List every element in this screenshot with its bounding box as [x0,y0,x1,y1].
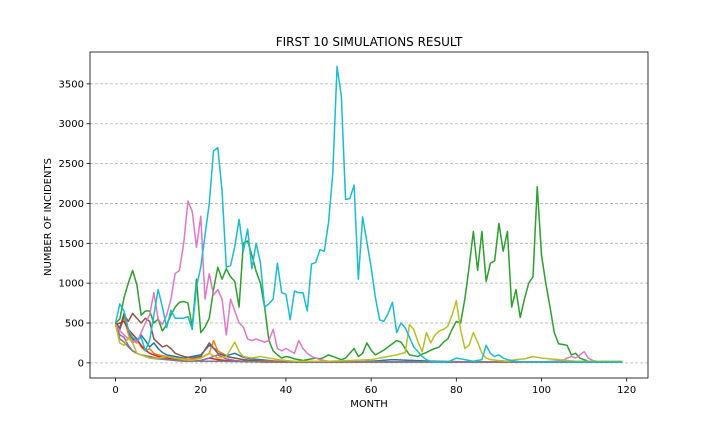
plot-area-frame [89,51,649,379]
y-axis-ticks: 0 500 1000 1500 2000 2500 3000 3500 [59,79,90,369]
y-axis-label: NUMBER OF INCIDENTS [43,158,54,276]
x-tick-label: 80 [450,385,463,396]
series-lines [114,65,623,363]
y-tick-label: 2000 [59,199,84,210]
gridlines [90,83,648,364]
y-tick-label: 3500 [59,79,84,90]
series-line-8 [114,324,623,363]
y-tick-label: 0 [78,358,84,369]
x-axis-label: MONTH [350,399,388,410]
chart-title: FIRST 10 SIMULATIONS RESULT [276,35,463,49]
x-tick-label: 0 [112,385,118,396]
x-tick-label: 20 [194,385,207,396]
series-line-9 [114,299,623,363]
y-tick-label: 1500 [59,239,84,250]
x-tick-label: 60 [365,385,378,396]
y-tick-label: 2500 [59,159,84,170]
series-line-10 [114,65,623,363]
y-tick-label: 1000 [59,279,84,290]
x-tick-label: 100 [532,385,551,396]
x-axis-ticks: 0 20 40 60 80 100 120 [112,378,636,396]
x-tick-label: 40 [280,385,293,396]
x-tick-label: 120 [617,385,636,396]
series-line-3 [115,185,623,363]
y-tick-label: 3000 [59,119,84,130]
series-line-7 [114,200,623,363]
y-tick-label: 500 [65,319,84,330]
